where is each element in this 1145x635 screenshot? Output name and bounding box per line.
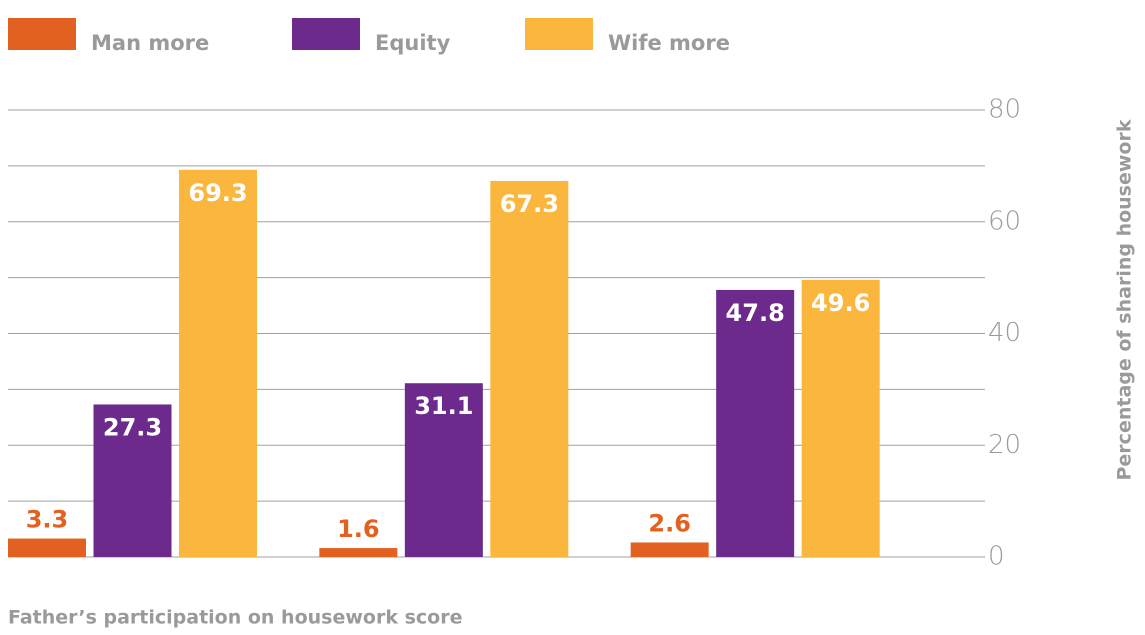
bar [630,542,709,557]
y-tick-label: 0 [988,542,1005,572]
legend-label: Man more [91,31,209,55]
legend-swatch [8,18,76,50]
bar [179,169,257,557]
value-label: 31.1 [414,392,473,420]
y-tick-label: 20 [988,430,1021,460]
bar [801,279,880,557]
bar [93,404,172,557]
legend-label: Wife more [608,31,730,55]
y-tick-label: 60 [988,206,1021,236]
value-label: 47.8 [726,299,785,327]
value-label: 2.6 [648,509,691,537]
value-label: 49.6 [811,289,870,317]
y-axis-label: Percentage of sharing housework [1114,119,1136,480]
value-label: 1.6 [337,515,380,543]
legend-swatch [525,18,593,50]
legend-label: Equity [375,31,451,55]
bar [319,548,398,557]
value-label: 69.3 [188,179,247,207]
bar [490,180,569,557]
y-tick-label: 40 [988,318,1021,348]
bar [404,383,483,557]
x-axis-label: Father’s participation on housework scor… [8,607,462,629]
y-tick-label: 80 [988,95,1021,125]
bar [716,289,795,557]
value-label: 27.3 [103,413,162,441]
value-label: 3.3 [26,506,69,534]
value-label: 67.3 [500,190,559,218]
legend-swatch [292,18,360,50]
bar [8,538,86,557]
